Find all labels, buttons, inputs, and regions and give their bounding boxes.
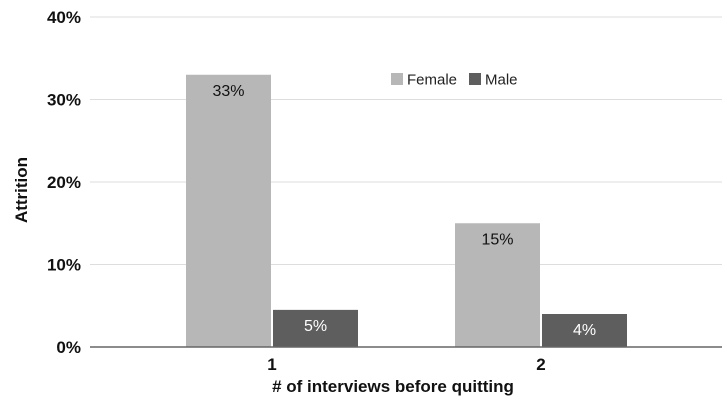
y-axis-title: Attrition: [12, 157, 31, 223]
legend: Female Male: [391, 72, 518, 89]
bar-female-1: [186, 74, 271, 347]
y-tick-label: 10%: [47, 256, 81, 275]
x-tick-label: 1: [267, 355, 276, 374]
legend-label-female: Female: [407, 72, 457, 89]
x-axis-title: # of interviews before quitting: [272, 377, 514, 396]
y-axis-ticks: 0% 10% 20% 30% 40%: [47, 8, 81, 357]
bar-male-2: [542, 314, 627, 347]
y-tick-label: 20%: [47, 173, 81, 192]
bar-male-1: [273, 309, 358, 347]
y-tick-label: 30%: [47, 91, 81, 110]
bar-female-2: [455, 223, 540, 347]
x-tick-label: 2: [536, 355, 545, 374]
data-label: 4%: [573, 322, 596, 339]
gridlines: [90, 16, 722, 265]
legend-swatch-male: [469, 73, 481, 85]
data-label: 5%: [304, 318, 327, 335]
bars: 33% 5% 15% 4%: [186, 74, 627, 347]
data-label: 33%: [212, 83, 244, 100]
y-tick-label: 40%: [47, 8, 81, 27]
y-tick-label: 0%: [56, 338, 81, 357]
data-label: 15%: [481, 231, 513, 248]
legend-swatch-female: [391, 73, 403, 85]
legend-label-male: Male: [485, 72, 518, 89]
